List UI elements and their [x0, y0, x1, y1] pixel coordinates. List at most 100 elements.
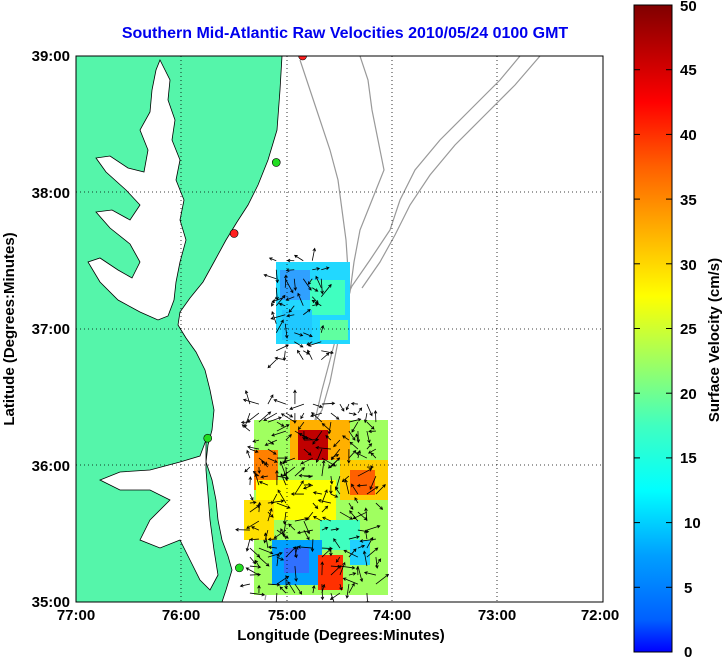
velocity-arrow — [276, 344, 289, 352]
radar-stations — [203, 56, 307, 573]
velocity-arrow — [275, 593, 278, 602]
velocity-arrow — [263, 532, 269, 549]
velocity-arrow — [294, 545, 299, 558]
x-tick-labels: 77:00 76:00 75:00 74:00 73:00 72:00 — [57, 607, 619, 624]
velocity-arrow — [294, 517, 309, 522]
velocity-arrow — [294, 566, 298, 582]
velocity-arrow — [350, 401, 358, 406]
velocity-arrow — [285, 412, 294, 418]
chesapeake-bay — [87, 59, 187, 321]
velocity-arrow — [271, 430, 287, 437]
grid — [76, 56, 603, 602]
velocity-arrow — [249, 592, 266, 597]
colorbar-tick-label: 5 — [684, 580, 692, 597]
velocity-arrow — [270, 314, 286, 320]
velocity-arrow — [258, 547, 274, 555]
velocity-arrow — [321, 505, 329, 513]
velocity-arrow — [312, 287, 319, 292]
velocity-arrow — [325, 435, 332, 441]
velocity-arrow — [366, 465, 374, 469]
velocity-arrow — [329, 485, 333, 495]
velocity-arrow — [375, 484, 386, 495]
velocity-arrow — [330, 527, 340, 531]
velocity-arrow — [284, 323, 289, 339]
velocity-arrow — [330, 457, 340, 468]
velocity-arrow — [257, 501, 262, 513]
velocity-arrow — [315, 445, 331, 450]
colorbar-tick-label: 0 — [684, 644, 692, 659]
y-tick-label: 35:00 — [32, 594, 70, 611]
velocity-arrow — [356, 431, 361, 444]
velocity-arrow — [254, 473, 260, 486]
velocity-arrow — [290, 492, 304, 496]
velocity-arrow — [333, 439, 341, 448]
velocity-arrow — [235, 527, 250, 532]
velocity-arrow — [249, 537, 259, 542]
velocity-arrow — [258, 480, 269, 486]
velocity-arrow — [317, 499, 331, 504]
velocity-arrow — [303, 309, 311, 316]
velocity-arrow — [267, 507, 273, 522]
velocity-vectors — [235, 247, 390, 602]
velocity-arrow — [241, 424, 251, 432]
x-tick-label: 72:00 — [581, 607, 619, 624]
velocity-arrow — [263, 273, 277, 280]
velocity-arrow — [362, 550, 368, 567]
velocity-arrow — [366, 403, 373, 417]
velocity-arrow — [312, 267, 321, 271]
velocity-arrow — [284, 274, 288, 288]
radar-station-marker — [271, 158, 281, 167]
velocity-arrow — [348, 502, 354, 510]
velocity-arrow — [366, 421, 375, 430]
velocity-arrow — [366, 547, 379, 558]
velocity-arrow — [285, 268, 295, 272]
y-tick-label: 37:00 — [32, 321, 70, 338]
velocity-arrow — [329, 476, 334, 485]
velocity-arrow — [273, 529, 287, 539]
velocity-arrow — [373, 409, 378, 423]
colorbar-tick-label: 10 — [684, 515, 701, 532]
velocity-arrow — [267, 511, 274, 518]
velocity-arrow — [366, 524, 381, 531]
velocity-arrow — [303, 520, 310, 535]
velocity-arrow — [275, 269, 280, 284]
velocity-arrow — [285, 296, 295, 301]
velocity-field-south — [244, 420, 388, 595]
velocity-arrow — [348, 418, 362, 423]
velocity-arrow — [320, 352, 330, 361]
velocity-arrow — [339, 565, 356, 570]
velocity-arrow — [320, 324, 325, 333]
colorbar-title: Surface Velocity (cm/s) — [706, 258, 723, 422]
velocity-arrow — [321, 548, 332, 558]
velocity-arrow — [297, 292, 304, 306]
velocity-arrow — [257, 584, 261, 594]
velocity-arrow — [311, 299, 322, 307]
plot-frame — [75, 55, 604, 603]
velocity-arrow — [321, 423, 332, 432]
velocity-arrow — [356, 483, 367, 488]
velocity-arrow — [247, 445, 259, 450]
velocity-arrow — [240, 420, 250, 425]
velocity-arrow — [363, 571, 377, 576]
velocity-arrow — [348, 412, 357, 416]
velocity-arrow — [315, 275, 322, 288]
velocity-arrow — [348, 548, 357, 558]
velocity-arrow — [303, 483, 312, 487]
velocity-arrow — [349, 441, 359, 450]
map-area — [76, 56, 603, 602]
velocity-arrow — [303, 332, 313, 338]
y-tick-label: 39:00 — [32, 48, 70, 65]
velocity-arrow — [267, 394, 274, 405]
velocity-arrow — [339, 561, 346, 576]
velocity-arrow — [345, 403, 350, 411]
velocity-arrow — [267, 551, 283, 558]
velocity-arrow — [345, 584, 350, 599]
velocity-arrow — [284, 278, 294, 294]
velocity-arrow — [321, 459, 326, 477]
velocity-arrow — [264, 439, 278, 446]
velocity-arrow — [267, 416, 282, 423]
velocity-arrow — [279, 460, 287, 477]
velocity-arrow — [344, 478, 350, 495]
velocity-arrow — [300, 457, 314, 465]
velocity-arrow — [302, 431, 306, 441]
